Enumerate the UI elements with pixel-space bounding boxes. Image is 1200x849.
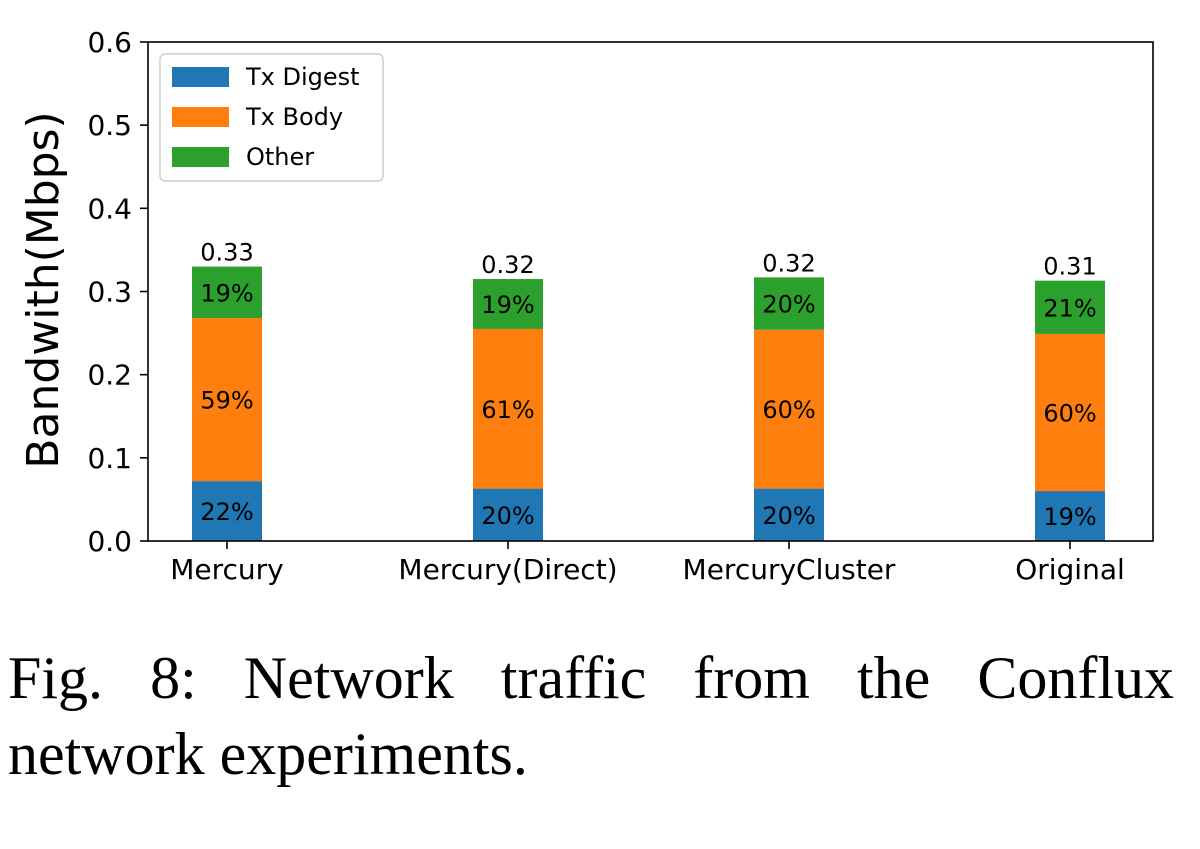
x-tick-label: Mercury(Direct) xyxy=(398,553,617,586)
bars-layer xyxy=(192,266,1105,541)
y-tick-label: 0.5 xyxy=(87,109,132,142)
legend-label: Tx Body xyxy=(245,103,343,131)
bar-total-label: 0.32 xyxy=(481,251,534,279)
y-tick-label: 0.3 xyxy=(87,276,132,309)
x-tick-label: MercuryCluster xyxy=(683,553,896,586)
segment-percent-label: 59% xyxy=(200,387,253,415)
segment-percent-label: 61% xyxy=(481,396,534,424)
bar-segment-tx-body-4 xyxy=(1035,333,1105,492)
x-axis: Mercury Mercury(Direct) MercuryCluster Orig… xyxy=(170,541,1125,586)
bar-total-label: 0.33 xyxy=(200,239,253,267)
legend: Tx Digest Tx Body Other xyxy=(159,53,384,182)
segment-percent-label: 19% xyxy=(200,279,253,307)
stacked-bar-chart: 22% 59% 19% 20% 61% 19% 20% 60% 20% 19% 60% 21% 0.3… xyxy=(18,26,1154,586)
segment-percent-label: 22% xyxy=(200,498,253,526)
bar-segment-tx-body-1 xyxy=(192,318,262,482)
legend-label: Tx Digest xyxy=(245,63,360,91)
bar-total-label: 0.31 xyxy=(1043,253,1096,281)
x-tick-label: Original xyxy=(1015,553,1125,586)
y-axis: 0.0 0.1 0.2 0.3 0.4 0.5 0.6 xyxy=(87,26,148,558)
legend-swatch xyxy=(172,107,229,127)
bar-segment-tx-body-2 xyxy=(473,328,543,489)
segment-percent-label: 19% xyxy=(1043,503,1096,531)
segment-percent-label: 60% xyxy=(1043,400,1096,428)
bar-segment-other-1 xyxy=(192,266,262,319)
segment-percent-label: 20% xyxy=(762,502,815,530)
segment-percent-label: 20% xyxy=(481,502,534,530)
y-tick-label: 0.0 xyxy=(87,525,132,558)
segment-percent-label: 60% xyxy=(762,396,815,424)
legend-label: Other xyxy=(246,143,314,171)
bar-segment-tx-digest-2 xyxy=(473,488,543,541)
segment-percent-label: 20% xyxy=(762,291,815,319)
y-tick-label: 0.1 xyxy=(87,442,132,475)
bar-segment-other-3 xyxy=(754,277,824,330)
y-tick-label: 0.4 xyxy=(87,192,132,225)
total-labels-layer: 0.33 0.32 0.32 0.31 xyxy=(200,239,1096,281)
bar-segment-tx-digest-4 xyxy=(1035,491,1105,541)
bar-segment-tx-digest-1 xyxy=(192,481,262,541)
segment-labels-layer: 22% 59% 19% 20% 61% 19% 20% 60% 20% 19% 60% 21% xyxy=(200,279,1096,531)
bar-segment-tx-body-3 xyxy=(754,329,824,489)
figure-caption: Fig. 8: Network traffic from the Conflux… xyxy=(8,645,1174,787)
legend-swatch xyxy=(172,67,229,87)
bar-segment-other-4 xyxy=(1035,280,1105,334)
segment-percent-label: 19% xyxy=(481,291,534,319)
y-tick-label: 0.2 xyxy=(87,359,132,392)
bar-segment-tx-digest-3 xyxy=(754,488,824,541)
legend-swatch xyxy=(172,147,229,167)
segment-percent-label: 21% xyxy=(1043,294,1096,322)
bar-segment-other-2 xyxy=(473,279,543,329)
x-tick-label: Mercury xyxy=(170,553,284,586)
bar-total-label: 0.32 xyxy=(762,249,815,277)
y-tick-label: 0.6 xyxy=(87,26,132,59)
y-axis-label: Bandwith(Mbps) xyxy=(18,111,69,468)
